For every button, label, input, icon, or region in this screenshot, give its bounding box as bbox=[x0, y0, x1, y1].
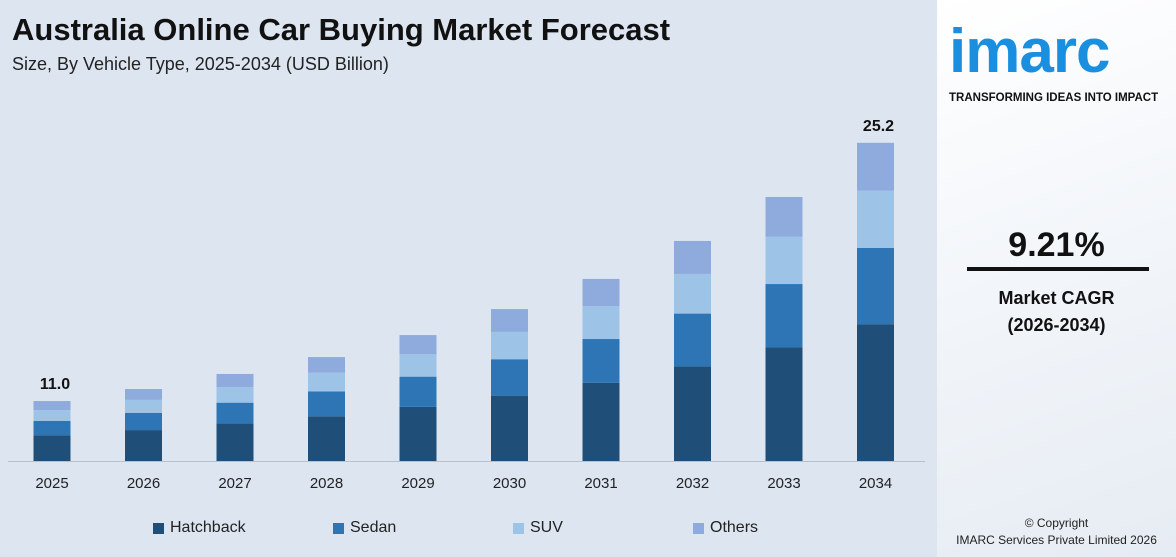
legend-label: Hatchback bbox=[170, 519, 246, 536]
bar-sedan-2028 bbox=[308, 391, 345, 417]
bar-hatchback-2031 bbox=[582, 382, 620, 461]
imarc-logo: imarc bbox=[949, 17, 1110, 86]
cagr-caption: Market CAGR (2026-2034) bbox=[937, 285, 1176, 339]
bar-sedan-2030 bbox=[491, 359, 528, 396]
copyright: © Copyright IMARC Services Private Limit… bbox=[937, 515, 1176, 549]
legend-label: SUV bbox=[530, 519, 563, 536]
bar-suv-2029 bbox=[399, 354, 437, 377]
bar-sedan-2031 bbox=[582, 339, 620, 383]
cagr-label: Market CAGR bbox=[998, 288, 1115, 308]
x-tick-label: 2028 bbox=[310, 475, 343, 492]
divider bbox=[967, 267, 1149, 271]
bar-hatchback-2034 bbox=[857, 324, 894, 461]
x-tick-label: 2029 bbox=[401, 475, 434, 492]
bar-sedan-2032 bbox=[674, 313, 711, 367]
copyright-line2: IMARC Services Private Limited 2026 bbox=[956, 533, 1157, 547]
bar-others-2029 bbox=[399, 335, 437, 355]
x-tick-label: 2032 bbox=[676, 475, 709, 492]
bar-suv-2032 bbox=[674, 273, 711, 314]
bar-suv-2025 bbox=[33, 410, 71, 421]
bar-sedan-2034 bbox=[857, 247, 894, 325]
legend-swatch bbox=[153, 522, 164, 534]
bar-hatchback-2030 bbox=[491, 395, 528, 461]
x-tick-label: 2031 bbox=[584, 475, 617, 492]
bar-sedan-2026 bbox=[125, 412, 162, 431]
bar-hatchback-2029 bbox=[399, 406, 437, 461]
bar-sedan-2025 bbox=[33, 420, 71, 436]
stacked-bar-chart: 2025 11.0 2026 2027 2028 2029 2030 2031 2032 2033… bbox=[8, 118, 925, 492]
data-label: 11.0 bbox=[40, 376, 70, 393]
bar-hatchback-2026 bbox=[125, 430, 162, 461]
x-tick-label: 2025 bbox=[35, 475, 68, 492]
bar-sedan-2027 bbox=[216, 402, 254, 424]
x-tick-label: 2033 bbox=[767, 475, 800, 492]
bar-others-2025 bbox=[33, 401, 71, 411]
cagr-value: 9.21% bbox=[1008, 226, 1105, 264]
bar-suv-2031 bbox=[582, 306, 620, 340]
copyright-line1: © Copyright bbox=[1024, 516, 1089, 530]
legend-label: Others bbox=[710, 519, 759, 536]
x-tick-label: 2026 bbox=[127, 475, 160, 492]
x-tick-label: 2030 bbox=[493, 475, 526, 492]
bar-hatchback-2033 bbox=[765, 347, 803, 461]
bar-sedan-2033 bbox=[765, 284, 803, 348]
chart-title: Australia Online Car Buying Market Forec… bbox=[12, 12, 671, 47]
bar-suv-2027 bbox=[216, 386, 254, 403]
bar-hatchback-2032 bbox=[674, 366, 711, 461]
bar-suv-2034 bbox=[857, 190, 894, 248]
bar-others-2027 bbox=[216, 373, 254, 387]
bar-suv-2028 bbox=[308, 372, 345, 392]
bar-suv-2026 bbox=[125, 399, 162, 413]
legend-item: Sedan bbox=[333, 519, 513, 537]
chart-subtitle: Size, By Vehicle Type, 2025-2034 (USD Bi… bbox=[12, 54, 389, 74]
bar-others-2033 bbox=[765, 196, 803, 237]
bar-others-2030 bbox=[491, 309, 528, 332]
bar-others-2034 bbox=[857, 142, 894, 191]
chart-panel: Australia Online Car Buying Market Forec… bbox=[8, 12, 925, 537]
bar-hatchback-2025 bbox=[33, 435, 71, 461]
bar-suv-2033 bbox=[765, 236, 803, 285]
legend-label: Sedan bbox=[350, 519, 397, 536]
x-tick-label: 2034 bbox=[859, 475, 892, 492]
legend-item: Others bbox=[693, 519, 873, 537]
legend-swatch bbox=[693, 522, 704, 534]
x-tick-label: 2027 bbox=[218, 475, 251, 492]
data-label: 25.2 bbox=[863, 118, 894, 135]
legend-swatch bbox=[333, 522, 344, 534]
bar-others-2026 bbox=[125, 389, 162, 400]
cagr-period: (2026-2034) bbox=[1007, 315, 1106, 335]
legend: Hatchback Sedan SUV Others bbox=[153, 519, 873, 537]
legend-item: SUV bbox=[513, 519, 693, 537]
bar-hatchback-2027 bbox=[216, 423, 254, 461]
bar-suv-2030 bbox=[491, 331, 528, 360]
bar-others-2032 bbox=[674, 240, 711, 274]
bar-others-2031 bbox=[582, 278, 620, 307]
bar-sedan-2029 bbox=[399, 376, 437, 407]
legend-item: Hatchback bbox=[153, 519, 333, 537]
brand-panel: imarc TRANSFORMING IDEAS INTO IMPACT 9.2… bbox=[937, 0, 1176, 557]
bar-others-2028 bbox=[308, 357, 345, 373]
tagline: TRANSFORMING IDEAS INTO IMPACT bbox=[949, 92, 1159, 104]
bar-hatchback-2028 bbox=[308, 416, 345, 461]
legend-swatch bbox=[513, 522, 524, 534]
